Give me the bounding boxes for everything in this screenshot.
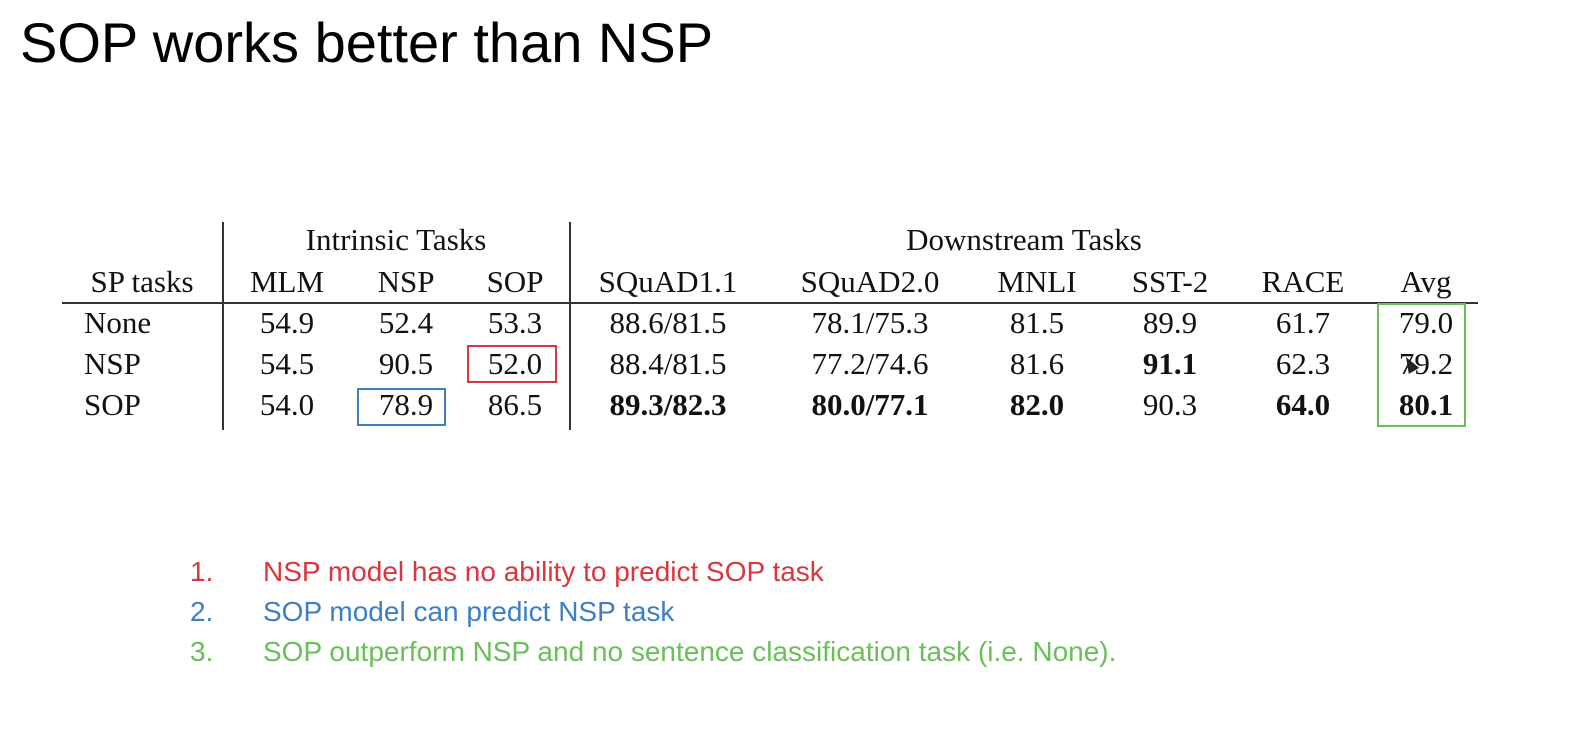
- table-cell: 82.0: [1009, 387, 1065, 422]
- highlight-box-sop-nsp: [357, 388, 446, 426]
- column-header: Avg: [1400, 264, 1452, 299]
- table-cell: 79.0: [1398, 305, 1454, 340]
- table-cell: 80.1: [1398, 387, 1454, 422]
- column-header: NSP: [377, 264, 435, 299]
- highlight-box-nsp-sop: [467, 345, 557, 383]
- column-divider-right: [569, 222, 571, 430]
- note-number: 1.: [190, 556, 214, 587]
- table-cell: 78.9: [378, 387, 434, 422]
- note-item: 3. SOP outperform NSP and no sentence cl…: [190, 632, 1116, 672]
- note-text: SOP model can predict NSP task: [263, 596, 675, 627]
- row-label: NSP: [84, 346, 141, 381]
- slide-title: SOP works better than NSP: [20, 11, 714, 74]
- table-cell: 77.2/74.6: [811, 346, 929, 381]
- group-header-downstream: Downstream Tasks: [906, 222, 1142, 257]
- header-rule: [62, 302, 1478, 304]
- table-cell: 86.5: [487, 387, 543, 422]
- column-header: SOP: [486, 264, 544, 299]
- table-cell: 62.3: [1275, 346, 1331, 381]
- table-cell: 81.6: [1009, 346, 1065, 381]
- group-header-intrinsic: Intrinsic Tasks: [305, 222, 487, 257]
- table-cell: 81.5: [1009, 305, 1065, 340]
- table-cell: 64.0: [1275, 387, 1331, 422]
- table-cell: 79.2: [1398, 346, 1454, 381]
- column-header: SST-2: [1131, 264, 1209, 299]
- column-divider-left: [222, 222, 224, 430]
- note-text: NSP model has no ability to predict SOP …: [263, 556, 824, 587]
- table-cell: 89.3/82.3: [609, 387, 727, 422]
- note-item: 1. NSP model has no ability to predict S…: [190, 552, 1116, 592]
- table-cell: 78.1/75.3: [811, 305, 929, 340]
- table-cell: 53.3: [487, 305, 543, 340]
- table-cell: 61.7: [1275, 305, 1331, 340]
- table-cell: 52.0: [487, 346, 543, 381]
- notes-list: 1. NSP model has no ability to predict S…: [190, 552, 1116, 672]
- highlight-box-avg: [1377, 303, 1466, 427]
- column-header: RACE: [1261, 264, 1345, 299]
- note-number: 3.: [190, 636, 214, 667]
- row-label: None: [84, 305, 152, 340]
- table-cell: 54.5: [259, 346, 315, 381]
- table-cell: 90.3: [1142, 387, 1198, 422]
- column-header: SQuAD2.0: [800, 264, 940, 299]
- column-header: MLM: [249, 264, 325, 299]
- note-item: 2. SOP model can predict NSP task: [190, 592, 1116, 632]
- table-cell: 52.4: [378, 305, 434, 340]
- table-cell: 89.9: [1142, 305, 1198, 340]
- table-cell: 91.1: [1142, 346, 1198, 381]
- column-header: SP tasks: [90, 264, 194, 299]
- table-cell: 90.5: [378, 346, 434, 381]
- table-cell: 54.9: [259, 305, 315, 340]
- column-header: MNLI: [997, 264, 1077, 299]
- row-label: SOP: [84, 387, 141, 422]
- note-text: SOP outperform NSP and no sentence class…: [263, 636, 1117, 667]
- table-cell: 80.0/77.1: [811, 387, 929, 422]
- table-cell: 88.4/81.5: [609, 346, 727, 381]
- table-cell: 88.6/81.5: [609, 305, 727, 340]
- column-header: SQuAD1.1: [598, 264, 738, 299]
- note-number: 2.: [190, 596, 214, 627]
- table-cell: 54.0: [259, 387, 315, 422]
